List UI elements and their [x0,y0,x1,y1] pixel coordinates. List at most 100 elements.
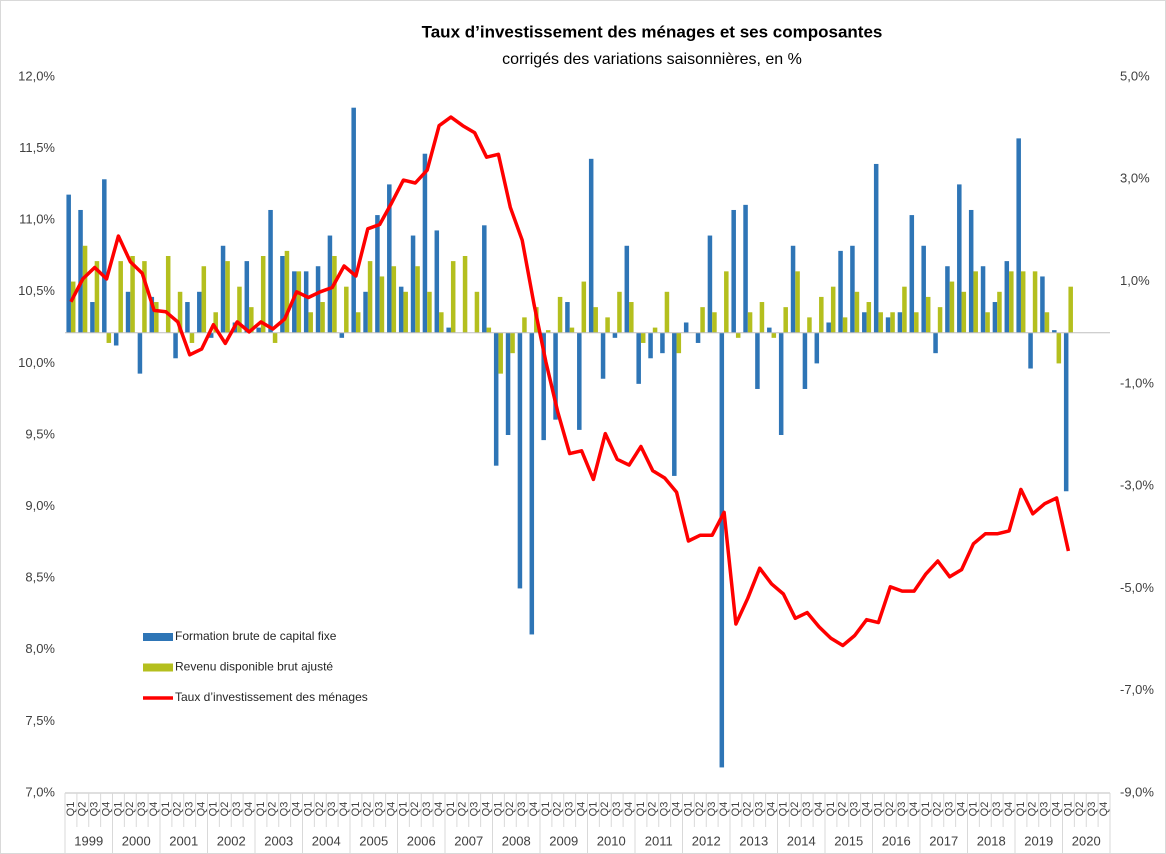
legend-swatch [143,633,173,641]
x-tick-label: Q4 [433,802,445,817]
y-tick-label: 8,5% [25,570,55,585]
bar [185,302,190,333]
x-tick-label: Q4 [243,802,255,817]
bar [933,332,938,354]
year-label: 2016 [882,833,911,848]
x-tick-label: Q4 [100,802,112,817]
bar [522,317,527,333]
bar [90,302,95,333]
bar [201,266,207,333]
x-tick-label: Q3 [279,802,291,817]
bar [434,230,440,333]
bar [268,209,273,333]
bar [1040,276,1045,333]
bar [755,332,760,389]
bar [78,209,83,333]
bar [719,332,725,768]
bar [664,291,670,333]
bar [1016,138,1021,333]
year-label: 2020 [1072,833,1101,848]
year-label: 2017 [929,833,958,848]
bar [439,312,444,333]
y-tick-label: 11,0% [19,212,55,227]
x-tick-label: Q4 [148,802,160,817]
bar [866,302,872,333]
x-tick-label: Q1 [445,802,457,817]
x-tick-label: Q3 [564,802,576,817]
bar [70,281,76,333]
bar [213,312,218,333]
bar [66,194,71,333]
bar [961,291,967,333]
x-tick-label: Q3 [706,802,718,817]
bar [712,312,717,333]
bar [296,271,302,333]
bar [605,317,610,333]
bar [565,302,570,333]
bar [1052,330,1057,333]
x-tick-label: Q3 [944,802,956,817]
bar [850,245,855,333]
x-tick-label: Q3 [659,802,671,817]
bar [1020,271,1026,333]
bar [339,332,345,338]
bar [783,307,788,333]
bar [640,332,646,343]
bar [636,332,641,384]
x-tick-label: Q1 [540,802,552,817]
bar [272,332,278,343]
legend-swatch [143,663,173,672]
bar [403,291,408,333]
bar [747,312,753,333]
y-tick-label: 10,0% [18,355,55,370]
bar [462,256,468,333]
bar [197,291,202,333]
bar [945,266,950,333]
bar [498,332,503,374]
x-tick-label: Q2 [884,802,896,817]
year-label: 2008 [502,833,531,848]
year-label: 2018 [977,833,1006,848]
bar [165,256,171,333]
bar [82,245,88,333]
bar [672,332,677,476]
bar [154,302,159,333]
bar [985,312,990,333]
bar [1063,332,1069,492]
bar [280,256,285,333]
bar [949,281,955,333]
x-tick-label: Q3 [184,802,196,817]
x-tick-label: Q1 [682,802,694,817]
x-tick-label: Q3 [896,802,908,817]
bar [379,276,385,333]
bar [873,163,879,333]
year-label: 2000 [122,833,151,848]
x-tick-label: Q3 [991,802,1003,817]
bar [968,209,974,333]
year-label: 2010 [597,833,626,848]
x-tick-label: Q3 [849,802,861,817]
x-tick-label: Q1 [825,802,837,817]
bar [593,307,598,333]
x-tick-label: Q2 [1074,802,1086,817]
x-tick-label: Q1 [777,802,789,817]
bar [387,184,392,333]
bar [676,332,682,354]
bar [778,332,784,435]
bar [220,245,226,333]
year-label: 2013 [739,833,768,848]
year-label: 2006 [407,833,436,848]
bar [838,250,843,333]
x-tick-label: Q3 [231,802,243,817]
x-tick-label: Q2 [314,802,326,817]
bar [1044,312,1050,333]
bar [980,266,986,333]
bar [1009,271,1014,333]
x-tick-label: Q2 [172,802,184,817]
x-tick-label: Q1 [397,802,409,817]
bar [315,266,321,333]
x-tick-label: Q2 [409,802,421,817]
bar [767,327,772,333]
year-label: 2012 [692,833,721,848]
